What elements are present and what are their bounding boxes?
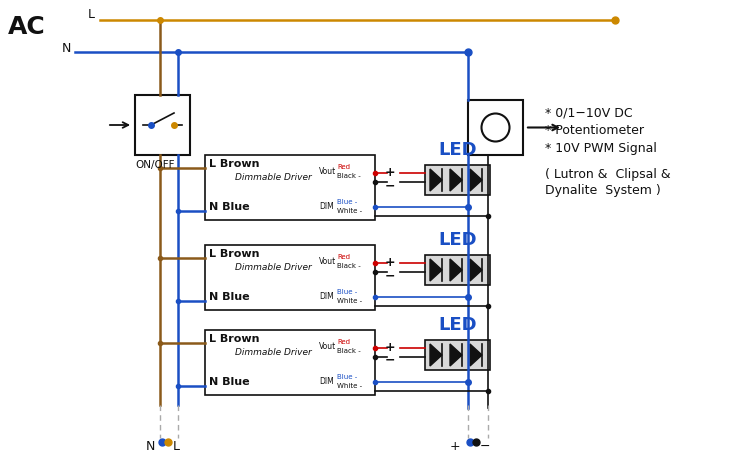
Text: Black -: Black - [337, 263, 361, 269]
Polygon shape [470, 344, 482, 366]
Text: White -: White - [337, 208, 362, 214]
Text: +: + [385, 341, 396, 354]
Text: AC: AC [8, 15, 46, 39]
Text: L: L [173, 440, 180, 453]
Text: DIM: DIM [319, 292, 334, 301]
Text: Red: Red [337, 254, 350, 260]
Polygon shape [450, 259, 462, 281]
Text: ( Lutron &  Clipsal &: ( Lutron & Clipsal & [545, 168, 670, 181]
Text: −: − [385, 179, 395, 192]
Text: Vout: Vout [319, 342, 336, 351]
Text: Dimmable Driver: Dimmable Driver [235, 263, 312, 272]
Text: −: − [480, 440, 490, 453]
Bar [205, 245, 375, 310]
Bar [205, 155, 375, 220]
Text: Black -: Black - [337, 173, 361, 179]
Bar [425, 340, 490, 370]
Bar [468, 100, 523, 155]
Text: Vout: Vout [319, 257, 336, 266]
Text: +: + [450, 440, 460, 453]
Text: DIM: DIM [319, 377, 334, 386]
Polygon shape [470, 259, 482, 281]
Text: −: − [385, 269, 395, 282]
Text: −: − [385, 354, 395, 367]
Text: Blue -: Blue - [337, 199, 357, 205]
Bar [425, 255, 490, 285]
Polygon shape [430, 169, 442, 191]
Text: +: + [385, 166, 396, 179]
Bar [135, 95, 190, 155]
Polygon shape [430, 344, 442, 366]
Text: L Brown: L Brown [209, 334, 260, 344]
Text: N: N [146, 440, 155, 453]
Text: ON/OFF: ON/OFF [135, 160, 175, 170]
Text: DIM: DIM [319, 202, 334, 211]
Text: White -: White - [337, 298, 362, 304]
Text: Vout: Vout [319, 167, 336, 176]
Polygon shape [430, 259, 442, 281]
Text: N: N [62, 42, 71, 55]
Text: Black -: Black - [337, 348, 361, 354]
Text: N Blue: N Blue [209, 377, 250, 387]
Text: N Blue: N Blue [209, 292, 250, 302]
Bar [205, 330, 375, 395]
Text: Red: Red [337, 339, 350, 345]
Text: LED: LED [438, 231, 477, 249]
Text: * 0/1−10V DC: * 0/1−10V DC [545, 106, 632, 119]
Text: * Potentiometer: * Potentiometer [545, 124, 644, 137]
Text: * 10V PWM Signal: * 10V PWM Signal [545, 142, 657, 155]
Text: Red: Red [337, 164, 350, 170]
Text: +: + [385, 256, 396, 269]
Text: LED: LED [438, 316, 477, 334]
Text: White -: White - [337, 383, 362, 389]
Text: Blue -: Blue - [337, 289, 357, 295]
Text: L: L [88, 8, 95, 21]
Polygon shape [450, 344, 462, 366]
Text: Dimmable Driver: Dimmable Driver [235, 348, 312, 357]
Polygon shape [450, 169, 462, 191]
Text: LED: LED [438, 141, 477, 159]
Text: L Brown: L Brown [209, 249, 260, 259]
Text: N Blue: N Blue [209, 202, 250, 212]
Text: Blue -: Blue - [337, 374, 357, 380]
Text: Dynalite  System ): Dynalite System ) [545, 184, 661, 197]
Bar [425, 165, 490, 195]
Text: L Brown: L Brown [209, 159, 260, 169]
Polygon shape [470, 169, 482, 191]
Text: Dimmable Driver: Dimmable Driver [235, 173, 312, 182]
